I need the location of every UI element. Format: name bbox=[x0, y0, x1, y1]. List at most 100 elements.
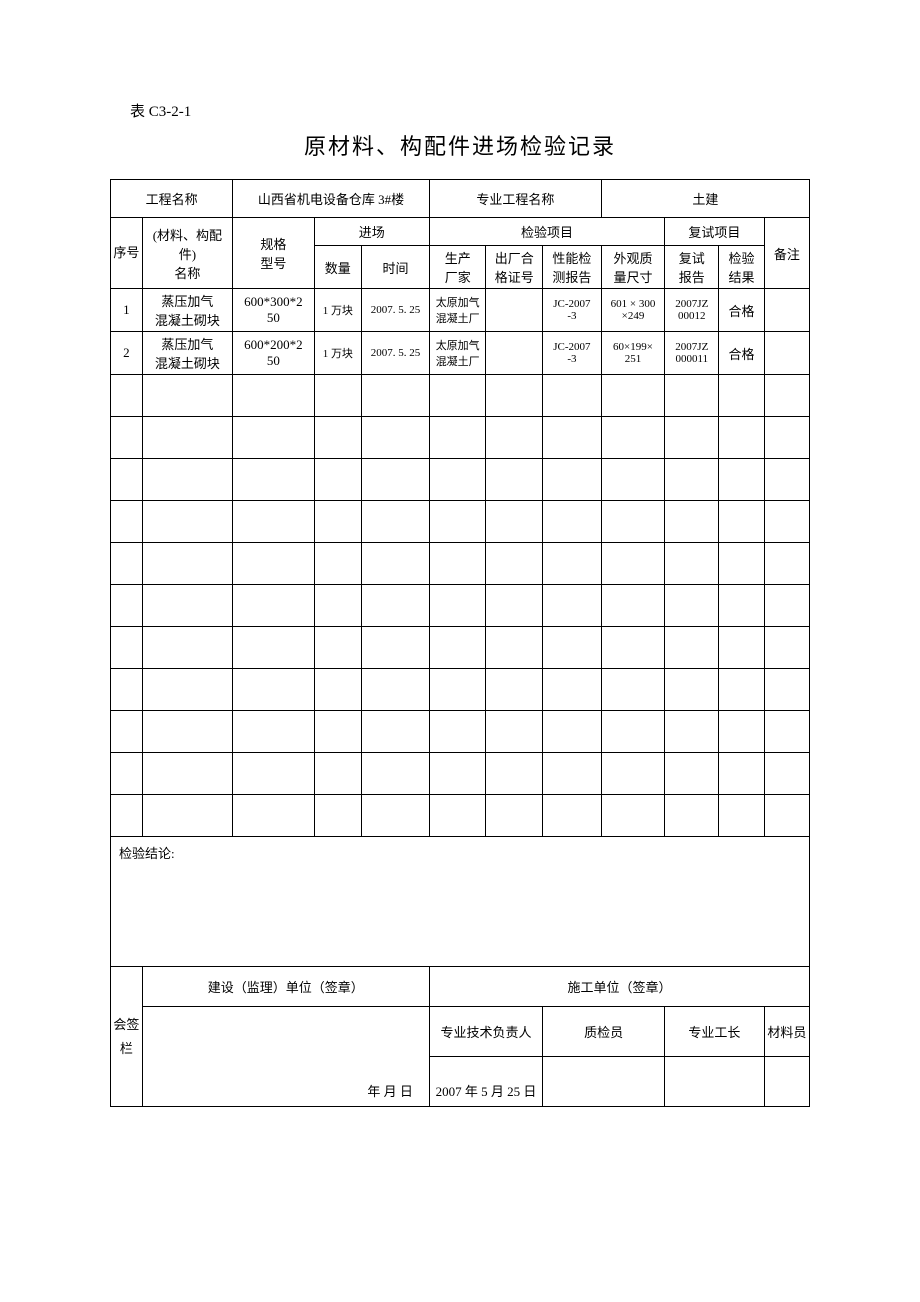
table-row bbox=[111, 459, 810, 501]
cell: JC-2007-3 bbox=[543, 332, 602, 375]
cell bbox=[543, 501, 602, 543]
cell bbox=[764, 459, 809, 501]
cell bbox=[719, 417, 764, 459]
cell bbox=[362, 417, 430, 459]
cell bbox=[665, 711, 719, 753]
cell bbox=[719, 753, 764, 795]
cell bbox=[429, 585, 486, 627]
qc-sign bbox=[543, 1057, 665, 1107]
cell bbox=[142, 627, 232, 669]
foreman-label: 专业工长 bbox=[665, 1007, 765, 1057]
cell bbox=[142, 501, 232, 543]
cell bbox=[314, 501, 362, 543]
col-entry: 进场 bbox=[314, 218, 429, 246]
cell bbox=[665, 375, 719, 417]
col-cert: 出厂合格证号 bbox=[486, 246, 543, 289]
cell bbox=[764, 501, 809, 543]
cell bbox=[429, 417, 486, 459]
cell bbox=[486, 417, 543, 459]
cell: 合格 bbox=[719, 289, 764, 332]
cell bbox=[486, 627, 543, 669]
cell bbox=[314, 795, 362, 837]
cell: 蒸压加气混凝土砌块 bbox=[142, 289, 232, 332]
cell bbox=[665, 459, 719, 501]
cell bbox=[543, 753, 602, 795]
cell bbox=[486, 795, 543, 837]
cell bbox=[665, 543, 719, 585]
build-unit-sign-area: 年 月 日 bbox=[142, 1007, 429, 1107]
cell bbox=[429, 795, 486, 837]
table-row bbox=[111, 753, 810, 795]
cell bbox=[601, 375, 664, 417]
cell bbox=[429, 543, 486, 585]
cell bbox=[543, 375, 602, 417]
cell bbox=[233, 711, 314, 753]
cell: 蒸压加气混凝土砌块 bbox=[142, 332, 232, 375]
conclusion-cell: 检验结论: bbox=[111, 837, 810, 967]
cell bbox=[142, 669, 232, 711]
cell bbox=[233, 375, 314, 417]
cell bbox=[764, 669, 809, 711]
col-perf: 性能检测报告 bbox=[543, 246, 602, 289]
cell bbox=[429, 711, 486, 753]
cell bbox=[601, 753, 664, 795]
cell bbox=[362, 627, 430, 669]
cell bbox=[543, 711, 602, 753]
cell bbox=[233, 585, 314, 627]
cell bbox=[233, 795, 314, 837]
cell bbox=[543, 417, 602, 459]
label-project-name: 工程名称 bbox=[111, 180, 233, 218]
cell: 2007. 5. 25 bbox=[362, 332, 430, 375]
cell bbox=[142, 585, 232, 627]
cell bbox=[764, 711, 809, 753]
qc-label: 质检员 bbox=[543, 1007, 665, 1057]
cell bbox=[486, 459, 543, 501]
cell bbox=[233, 627, 314, 669]
cell bbox=[362, 585, 430, 627]
cell: 600*200*250 bbox=[233, 332, 314, 375]
cell: 2 bbox=[111, 332, 143, 375]
cell bbox=[719, 711, 764, 753]
tech-lead-date: 2007 年 5 月 25 日 bbox=[429, 1057, 542, 1107]
cell bbox=[665, 753, 719, 795]
cell bbox=[314, 417, 362, 459]
cell bbox=[233, 669, 314, 711]
cell bbox=[719, 501, 764, 543]
table-row bbox=[111, 417, 810, 459]
cell: 太原加气混凝土厂 bbox=[429, 289, 486, 332]
cell bbox=[429, 501, 486, 543]
table-row bbox=[111, 375, 810, 417]
construct-unit-label: 施工单位（签章） bbox=[429, 967, 809, 1007]
cell bbox=[314, 543, 362, 585]
cell bbox=[142, 753, 232, 795]
cell bbox=[362, 459, 430, 501]
cell bbox=[314, 669, 362, 711]
cell bbox=[314, 753, 362, 795]
cell bbox=[233, 753, 314, 795]
cell bbox=[601, 795, 664, 837]
cell bbox=[142, 711, 232, 753]
cell: 合格 bbox=[719, 332, 764, 375]
cell bbox=[665, 417, 719, 459]
cell bbox=[543, 795, 602, 837]
col-qty: 数量 bbox=[314, 246, 362, 289]
cell bbox=[601, 501, 664, 543]
cell bbox=[764, 332, 809, 375]
cell bbox=[362, 543, 430, 585]
cell bbox=[362, 501, 430, 543]
col-retest-items: 复试项目 bbox=[665, 218, 765, 246]
cell bbox=[314, 459, 362, 501]
label-specialty: 专业工程名称 bbox=[429, 180, 601, 218]
inspection-table: 工程名称 山西省机电设备仓库 3#楼 专业工程名称 土建 序号 (材料、构配件)… bbox=[110, 179, 810, 1107]
cell bbox=[142, 543, 232, 585]
col-material-name: (材料、构配件)名称 bbox=[142, 218, 232, 289]
cell bbox=[486, 289, 543, 332]
cell bbox=[719, 375, 764, 417]
cell bbox=[719, 459, 764, 501]
cell bbox=[665, 585, 719, 627]
cell bbox=[111, 669, 143, 711]
cell: 2007JZ000011 bbox=[665, 332, 719, 375]
cell bbox=[314, 585, 362, 627]
cell bbox=[764, 375, 809, 417]
cell bbox=[233, 543, 314, 585]
